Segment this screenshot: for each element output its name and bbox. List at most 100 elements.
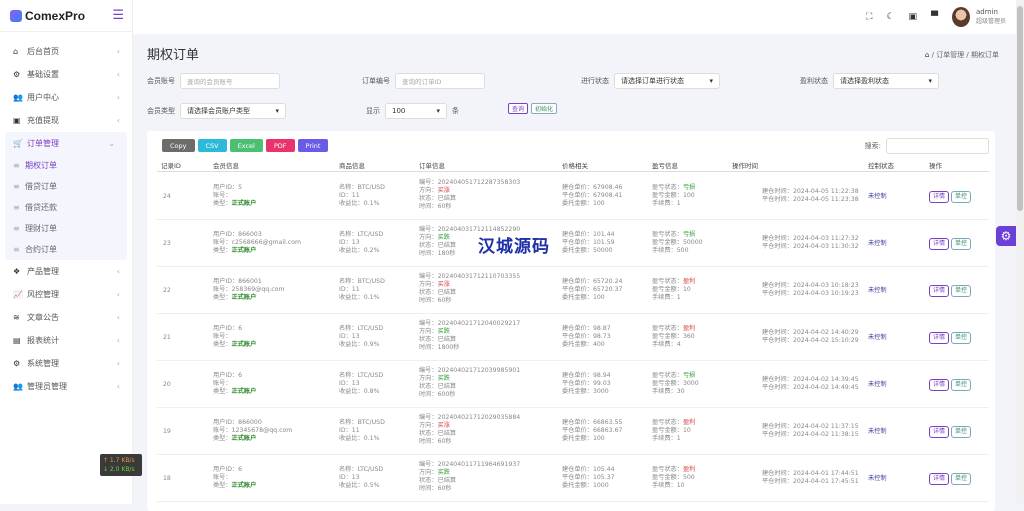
detail-button[interactable]: 详情 — [929, 379, 950, 391]
page-scrollbar[interactable] — [1016, 0, 1024, 504]
column-header[interactable]: 操作时间 — [732, 162, 758, 170]
sidebar-item[interactable]: 📈 风控管理 ‹ — [0, 283, 132, 306]
sidebar-item[interactable]: ⌂ 后台首页 ‹ — [0, 40, 132, 63]
single-control-button[interactable]: 单控 — [951, 332, 972, 344]
table-cell: 建仓时间：2024-04-03 11:27:32 平仓时间：2024-04-03 … — [762, 235, 859, 251]
home-icon[interactable]: ⌂ — [924, 51, 930, 59]
member-account-input[interactable]: 查询的会员账号 — [180, 73, 280, 89]
page-size-select[interactable]: 100 ▾ — [385, 103, 447, 119]
export-excel-button[interactable]: Excel — [229, 139, 263, 152]
money-icon[interactable]: ▣ — [908, 12, 918, 22]
cell-line: 盈亏金额：500 — [652, 474, 695, 482]
cell-line: 平仓时间：2024-04-03 10:19:23 — [762, 290, 859, 298]
cell-line: 状态：已结算 — [419, 477, 520, 485]
list-icon: ≡ — [13, 245, 20, 254]
export-pdf-button[interactable]: PDF — [265, 139, 295, 152]
moon-icon[interactable]: ☾ — [886, 12, 895, 22]
search-input[interactable] — [886, 138, 989, 154]
column-header[interactable]: 价格相关 — [562, 162, 588, 170]
logo[interactable]: ComexPro ☰ — [0, 0, 132, 32]
export-copy-button[interactable]: Copy — [162, 139, 195, 152]
cell-line: ID：11 — [339, 192, 385, 200]
single-control-button[interactable]: 单控 — [951, 379, 972, 391]
field-value: 6 — [238, 325, 243, 332]
field-label: 建仓时间： — [762, 188, 793, 195]
cell-line: 用户ID：6 — [213, 466, 256, 474]
field-label: 平仓单价： — [562, 380, 593, 387]
field-label: 建仓时间： — [762, 376, 793, 383]
sidebar-item[interactable]: 👥 用户中心 ‹ — [0, 86, 132, 109]
message-icon[interactable]: ▀ — [931, 12, 938, 22]
sidebar-subitem[interactable]: ≡ 理财订单 — [5, 218, 127, 239]
detail-button[interactable]: 详情 — [929, 191, 950, 203]
chevron-left-icon: ‹ — [116, 359, 120, 368]
field-value: 3000 — [682, 380, 699, 387]
column-header[interactable]: 控制状态 — [868, 162, 894, 170]
cell-line: 状态：已结算 — [419, 336, 520, 344]
single-control-button[interactable]: 单控 — [951, 191, 972, 203]
cell-line: 收益比：0.8% — [339, 388, 383, 396]
sidebar-item[interactable]: ≋ 文章公告 ‹ — [0, 306, 132, 329]
single-control-button[interactable]: 单控 — [951, 426, 972, 438]
field-label: 名称： — [339, 231, 358, 238]
single-control-button[interactable]: 单控 — [951, 238, 972, 250]
field-value: 正式账户 — [231, 200, 257, 207]
sidebar-item[interactable]: 🛒 订单管理 ⌄ — [5, 132, 127, 155]
sidebar-subitem[interactable]: ≡ 合约订单 — [5, 239, 127, 260]
field-value: BTC/USD — [357, 278, 385, 285]
chevron-left-icon: ‹ — [116, 47, 120, 56]
export-csv-button[interactable]: CSV — [197, 139, 227, 152]
single-control-button[interactable]: 单控 — [951, 285, 972, 297]
single-control-button[interactable]: 单控 — [951, 473, 972, 485]
table-cell: 名称：LTC/USD ID：13 收益比：0.9% — [339, 325, 383, 349]
column-header[interactable]: 会员信息 — [213, 162, 239, 170]
actions: 详情 单控 — [929, 379, 973, 391]
query-button[interactable]: 查询 — [508, 103, 529, 114]
export-print-button[interactable]: Print — [297, 139, 329, 152]
field-label: 手续费： — [652, 388, 677, 395]
profit-select[interactable]: 请选择盈利状态 ▾ — [833, 73, 939, 89]
chevron-down-icon: ▾ — [436, 107, 440, 115]
sidebar-item[interactable]: ▤ 报表统计 ‹ — [0, 329, 132, 352]
order-id-input[interactable]: 查询的订单ID — [395, 73, 485, 89]
table-row: 21 用户ID：6 账号： 类型：正式账户 名称：LTC/USD ID：13 收益比：0.9… — [157, 314, 989, 361]
status-select[interactable]: 请选择订单进行状态 ▾ — [614, 73, 720, 89]
field-value: 60秒 — [437, 485, 452, 492]
sidebar-item[interactable]: ❖ 产品管理 ‹ — [0, 260, 132, 283]
settings-gear-icon[interactable]: ⚙ — [996, 226, 1016, 246]
sidebar-nav: ⌂ 后台首页 ‹ ⚙ 基础设置 ‹ 👥 用户中心 ‹ ▣ 充值提现 ‹ 🛒 订单管理 ⌄ ≡ 期权订单 ≡ 借贷订单… — [0, 32, 132, 398]
sidebar-item[interactable]: 👥 管理员管理 ‹ — [0, 375, 132, 398]
field-value: 0.8% — [363, 388, 380, 395]
sidebar-item[interactable]: ⚙ 系统管理 ‹ — [0, 352, 132, 375]
field-value: 866001 — [238, 278, 262, 285]
record-id: 21 — [163, 334, 171, 341]
sidebar-subitem[interactable]: ≡ 借贷还款 — [5, 197, 127, 218]
detail-button[interactable]: 详情 — [929, 285, 950, 297]
detail-button[interactable]: 详情 — [929, 238, 950, 250]
field-label: 方向： — [419, 469, 438, 476]
detail-button[interactable]: 详情 — [929, 473, 950, 485]
sidebar-item[interactable]: ▣ 充值提现 ‹ — [0, 109, 132, 132]
sidebar-subitem[interactable]: ≡ 借贷订单 — [5, 176, 127, 197]
column-header[interactable]: 商品信息 — [339, 162, 365, 170]
cell-line: 平仓时间：2024-04-02 14:49:45 — [762, 384, 859, 392]
field-value: 买跌 — [437, 469, 450, 476]
menu-toggle-icon[interactable]: ☰ — [112, 8, 124, 23]
cell-line: 盈亏状态：盈利 — [652, 278, 695, 286]
chevron-left-icon: ‹ — [116, 290, 120, 299]
member-type-select[interactable]: 请选择会员账户类型 ▾ — [180, 103, 286, 119]
control-status: 未控制 — [868, 193, 887, 200]
column-header[interactable]: 盈亏信息 — [652, 162, 678, 170]
field-label: 平仓时间： — [762, 431, 793, 438]
column-header[interactable]: 操作 — [929, 162, 942, 170]
sidebar-item[interactable]: ⚙ 基础设置 ‹ — [0, 63, 132, 86]
user-menu[interactable]: admin 超级管理员 — [951, 7, 1006, 27]
fullscreen-icon[interactable]: ⛶ — [866, 12, 873, 22]
reset-button[interactable]: 初始化 — [531, 103, 558, 114]
breadcrumb-item[interactable]: 订单管理 — [936, 51, 965, 59]
sidebar-subitem[interactable]: ≡ 期权订单 — [5, 155, 127, 176]
column-header[interactable]: 订单信息 — [419, 162, 445, 170]
column-header[interactable]: 记录ID — [161, 162, 181, 170]
detail-button[interactable]: 详情 — [929, 426, 950, 438]
detail-button[interactable]: 详情 — [929, 332, 950, 344]
